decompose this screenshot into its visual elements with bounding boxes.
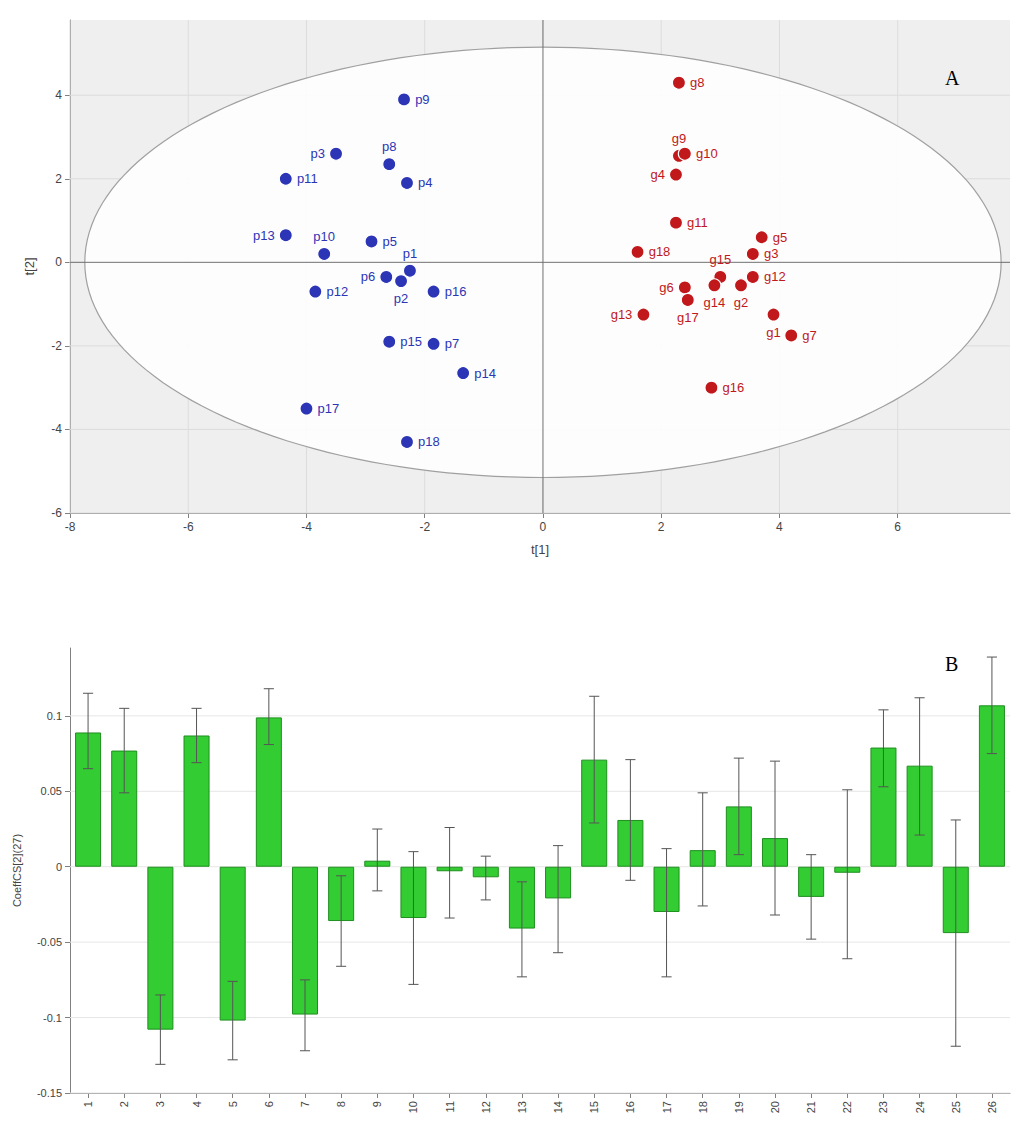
svg-text:0.05: 0.05 (41, 785, 62, 797)
svg-text:11: 11 (444, 1101, 456, 1112)
svg-text:p6: p6 (361, 269, 375, 284)
svg-text:g15: g15 (709, 252, 731, 267)
svg-text:13: 13 (516, 1101, 528, 1113)
svg-text:g17: g17 (677, 310, 699, 325)
svg-text:p17: p17 (318, 401, 340, 416)
svg-text:g8: g8 (690, 75, 704, 90)
svg-text:2: 2 (55, 172, 62, 186)
svg-text:g18: g18 (649, 244, 671, 259)
svg-text:6: 6 (263, 1101, 275, 1107)
svg-text:-2: -2 (419, 520, 430, 534)
svg-text:0.1: 0.1 (47, 710, 62, 722)
svg-text:5: 5 (227, 1101, 239, 1107)
svg-text:19: 19 (733, 1101, 745, 1113)
svg-text:A: A (945, 67, 960, 89)
svg-text:-8: -8 (65, 520, 76, 534)
svg-text:14: 14 (552, 1101, 564, 1113)
svg-text:4: 4 (55, 88, 62, 102)
svg-text:26: 26 (986, 1101, 998, 1113)
svg-text:p15: p15 (400, 334, 422, 349)
svg-text:p9: p9 (415, 92, 429, 107)
svg-text:p1: p1 (403, 246, 417, 261)
svg-text:22: 22 (841, 1101, 853, 1113)
svg-text:p2: p2 (394, 291, 408, 306)
svg-text:p3: p3 (310, 146, 324, 161)
svg-text:-0.15: -0.15 (37, 1087, 62, 1099)
svg-text:-4: -4 (51, 422, 62, 436)
svg-text:18: 18 (697, 1101, 709, 1113)
svg-text:p11: p11 (297, 171, 318, 186)
svg-text:0: 0 (540, 520, 547, 534)
svg-text:-0.1: -0.1 (43, 1012, 62, 1024)
svg-text:p18: p18 (418, 434, 440, 449)
svg-text:15: 15 (588, 1101, 600, 1113)
svg-text:g1: g1 (766, 325, 780, 340)
svg-text:-2: -2 (51, 339, 62, 353)
svg-text:B: B (945, 653, 958, 675)
svg-text:p4: p4 (418, 175, 432, 190)
svg-text:CoeffCS[2](27): CoeffCS[2](27) (11, 834, 23, 907)
svg-text:g11: g11 (687, 215, 708, 230)
svg-text:-0.05: -0.05 (37, 936, 62, 948)
svg-text:p16: p16 (445, 284, 467, 299)
svg-text:g6: g6 (659, 280, 673, 295)
svg-text:4: 4 (776, 520, 783, 534)
svg-text:20: 20 (769, 1101, 781, 1113)
svg-text:3: 3 (154, 1101, 166, 1107)
svg-text:7: 7 (299, 1101, 311, 1107)
svg-text:-4: -4 (301, 520, 312, 534)
svg-text:6: 6 (894, 520, 901, 534)
svg-text:p13: p13 (253, 228, 275, 243)
svg-text:-6: -6 (183, 520, 194, 534)
svg-text:p7: p7 (445, 336, 459, 351)
svg-text:p10: p10 (313, 229, 335, 244)
svg-text:-6: -6 (51, 506, 62, 520)
svg-text:23: 23 (877, 1101, 889, 1113)
svg-text:24: 24 (914, 1101, 926, 1113)
svg-text:9: 9 (371, 1101, 383, 1107)
svg-text:g9: g9 (672, 131, 686, 146)
svg-text:p8: p8 (382, 139, 396, 154)
svg-text:t[2]: t[2] (22, 257, 37, 275)
svg-text:g7: g7 (802, 328, 816, 343)
svg-text:g12: g12 (764, 269, 786, 284)
svg-text:21: 21 (805, 1101, 817, 1113)
svg-text:2: 2 (658, 520, 665, 534)
svg-text:g3: g3 (764, 246, 778, 261)
svg-text:25: 25 (950, 1101, 962, 1113)
svg-text:g16: g16 (723, 380, 745, 395)
svg-text:p12: p12 (326, 284, 348, 299)
svg-text:12: 12 (480, 1101, 492, 1113)
svg-text:17: 17 (661, 1101, 673, 1113)
svg-text:10: 10 (407, 1101, 419, 1113)
svg-text:p5: p5 (383, 234, 397, 249)
svg-text:g4: g4 (650, 167, 664, 182)
svg-text:16: 16 (624, 1101, 636, 1113)
svg-text:g13: g13 (611, 307, 633, 322)
svg-text:0: 0 (56, 861, 62, 873)
svg-text:1: 1 (82, 1101, 94, 1107)
svg-text:g14: g14 (704, 295, 726, 310)
svg-text:g5: g5 (773, 230, 787, 245)
svg-text:4: 4 (191, 1101, 203, 1107)
svg-text:p14: p14 (474, 366, 496, 381)
svg-text:g2: g2 (734, 295, 748, 310)
svg-text:g10: g10 (696, 146, 718, 161)
svg-text:2: 2 (118, 1101, 130, 1107)
svg-text:t[1]: t[1] (531, 542, 549, 557)
svg-text:0: 0 (55, 255, 62, 269)
svg-text:8: 8 (335, 1101, 347, 1107)
